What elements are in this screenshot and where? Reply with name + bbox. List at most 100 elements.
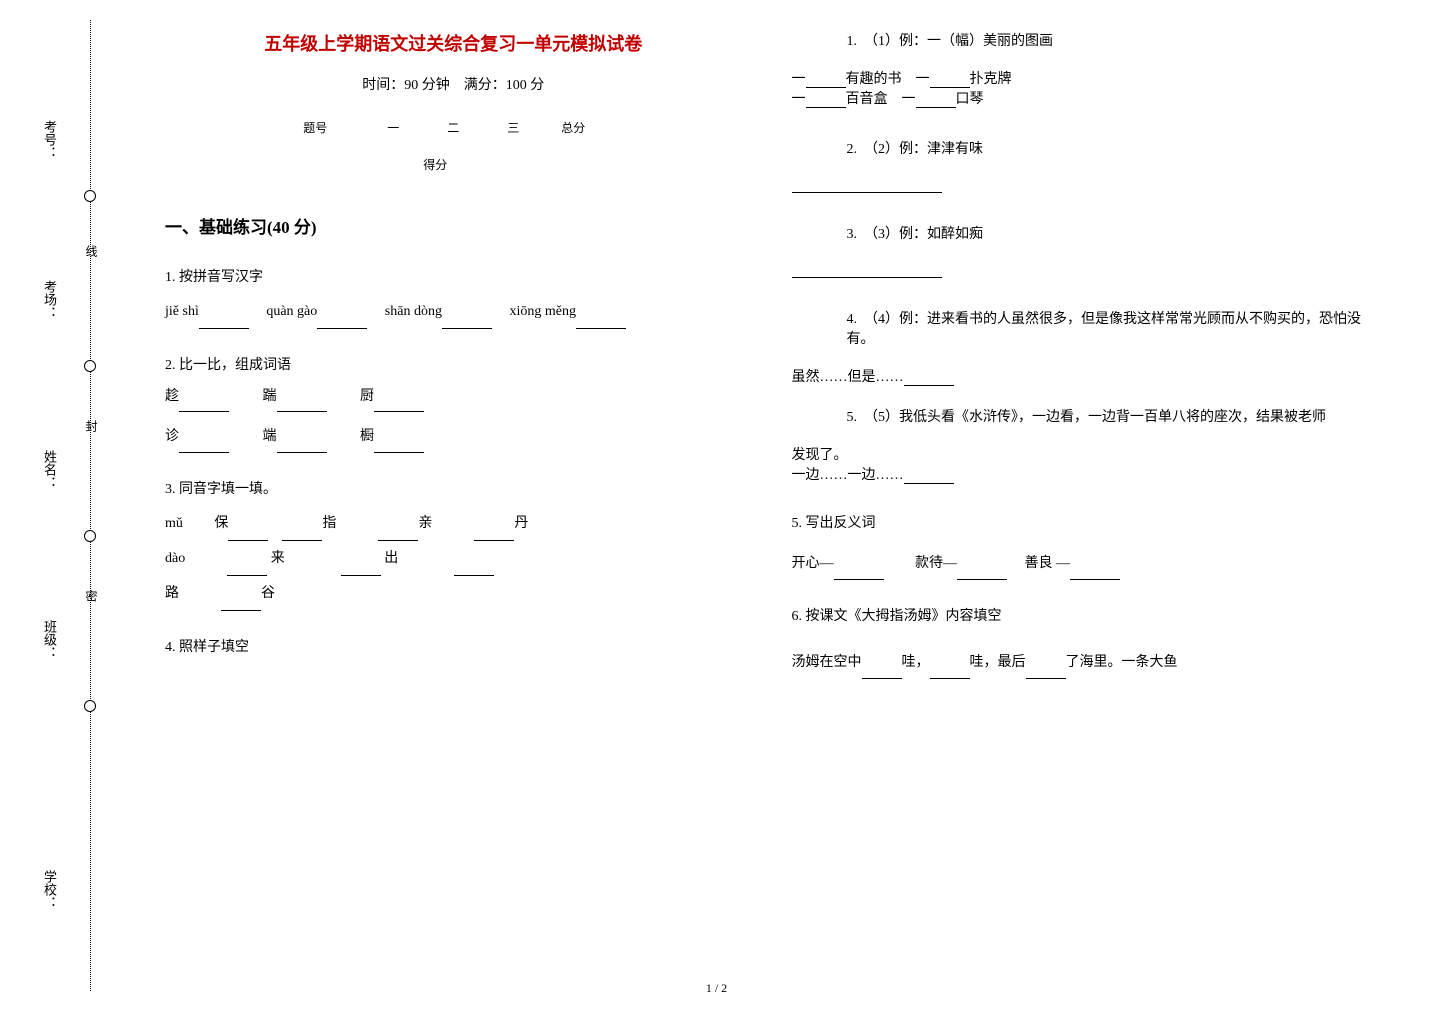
binding-circle bbox=[84, 530, 96, 542]
char: 诊 bbox=[165, 429, 179, 444]
pinyin: quàn gào bbox=[266, 304, 317, 319]
blank bbox=[792, 176, 942, 193]
question-6: 6. 按课文《大拇指汤姆》内容填空 汤姆在空中哇，哇，最后了海里。一条大鱼 bbox=[792, 602, 1369, 679]
blank bbox=[834, 563, 884, 580]
sub-label: 3. （3）例：如醉如痴 bbox=[847, 223, 1369, 243]
q4-sub2-blank bbox=[792, 176, 1369, 193]
text: 扑克牌 bbox=[970, 72, 1012, 87]
blank bbox=[179, 436, 229, 453]
antonym-item: 善良 — bbox=[1025, 556, 1071, 571]
pinyin: dào bbox=[165, 551, 185, 566]
blank bbox=[282, 524, 322, 541]
blank bbox=[576, 312, 626, 329]
sub-label: 2. （2）例：津津有味 bbox=[847, 138, 1369, 158]
text: 口琴 bbox=[956, 92, 984, 107]
question-2: 2. 比一比，组成词语 趁 踹 厨 诊 端 橱 bbox=[165, 351, 742, 453]
binding-label-name: 姓名： bbox=[40, 450, 59, 489]
question-3: 3. 同音字填一填。 mǔ 保 指 亲 丹 dào 来 出 路 谷 bbox=[165, 475, 742, 611]
binding-label-examno: 考号： bbox=[40, 120, 59, 159]
blank bbox=[442, 312, 492, 329]
seal-text-line: 线 bbox=[83, 245, 100, 265]
q4-sub4: 4. （4）例：进来看书的人虽然很多，但是像我这样常常光顾而从不购买的，恐怕没有… bbox=[792, 308, 1369, 348]
score-col: 二 bbox=[423, 119, 483, 136]
q-label: 4. 照样子填空 bbox=[165, 633, 742, 664]
pinyin: mǔ bbox=[165, 516, 183, 531]
text: 百音盒 一 bbox=[846, 92, 916, 107]
binding-circle bbox=[84, 190, 96, 202]
pattern: 一边……一边…… bbox=[792, 468, 904, 483]
blank bbox=[277, 396, 327, 413]
sub-label: 4. （4）例：进来看书的人虽然很多，但是像我这样常常光顾而从不购买的，恐怕没有… bbox=[847, 308, 1369, 348]
binding-circle bbox=[84, 360, 96, 372]
blank bbox=[179, 396, 229, 413]
binding-label-school: 学校： bbox=[40, 870, 59, 909]
question-5: 5. 写出反义词 开心— 款待— 善良 — bbox=[792, 509, 1369, 581]
binding-column: 考号： 线 考场： 封 姓名： 密 班级： 学校： bbox=[0, 0, 120, 1011]
binding-circle bbox=[84, 700, 96, 712]
text: 有趣的书 一 bbox=[846, 72, 930, 87]
q-label: 3. 同音字填一填。 bbox=[165, 475, 742, 506]
binding-label-room: 考场： bbox=[40, 280, 59, 319]
q4-sub2: 2. （2）例：津津有味 bbox=[792, 138, 1369, 158]
pinyin: xiōng měng bbox=[509, 304, 576, 319]
question-4-label: 4. 照样子填空 bbox=[165, 633, 742, 664]
antonym-item: 款待— bbox=[915, 556, 957, 571]
blank bbox=[930, 71, 970, 88]
score-row-label: 得分 bbox=[423, 156, 483, 173]
pinyin: jiě shì bbox=[165, 304, 199, 319]
text: 哇， bbox=[902, 655, 930, 670]
q4-sub3-blank bbox=[792, 261, 1369, 278]
q4-sub5-tail: 发现了。 一边……一边…… bbox=[792, 444, 1369, 484]
blank bbox=[1070, 563, 1120, 580]
binding-label-class: 班级： bbox=[40, 620, 59, 659]
page-number: 1 / 2 bbox=[706, 981, 727, 996]
text: 发现了。 bbox=[792, 448, 848, 463]
blank bbox=[227, 559, 267, 576]
antonym-item: 开心— bbox=[792, 556, 834, 571]
blank bbox=[341, 559, 381, 576]
score-col: 三 bbox=[483, 119, 543, 136]
char: 趁 bbox=[165, 389, 179, 404]
q-label: 1. 按拼音写汉字 bbox=[165, 263, 742, 294]
score-row-label: 题号 bbox=[303, 119, 363, 136]
score-col: 总分 bbox=[543, 119, 603, 136]
blank bbox=[199, 312, 249, 329]
blank bbox=[904, 467, 954, 484]
blank bbox=[862, 662, 902, 679]
q-label: 5. 写出反义词 bbox=[792, 509, 1369, 540]
blank bbox=[221, 594, 261, 611]
blank bbox=[916, 91, 956, 108]
blank bbox=[806, 91, 846, 108]
q-label: 2. 比一比，组成词语 bbox=[165, 351, 742, 382]
blank bbox=[904, 369, 954, 386]
seal-text-seal: 封 bbox=[83, 420, 100, 440]
blank bbox=[228, 524, 268, 541]
dotted-line bbox=[90, 20, 91, 991]
blank bbox=[374, 396, 424, 413]
exam-title: 五年级上学期语文过关综合复习一单元模拟试卷 bbox=[165, 30, 742, 56]
blank bbox=[957, 563, 1007, 580]
text: 一 bbox=[792, 92, 806, 107]
question-1: 1. 按拼音写汉字 jiě shì quàn gào shān dòng xiō… bbox=[165, 263, 742, 329]
char: 丹 bbox=[514, 516, 528, 531]
char: 来 bbox=[271, 551, 285, 566]
blank bbox=[474, 524, 514, 541]
q-label: 6. 按课文《大拇指汤姆》内容填空 bbox=[792, 602, 1369, 633]
char: 指 bbox=[322, 516, 336, 531]
blank bbox=[806, 71, 846, 88]
q4-sub1: 1. （1）例：一（幅）美丽的图画 bbox=[792, 30, 1369, 50]
pattern: 虽然……但是…… bbox=[792, 370, 904, 385]
text: 一 bbox=[792, 72, 806, 87]
q4-sub4-pattern: 虽然……但是…… bbox=[792, 366, 1369, 386]
char: 出 bbox=[384, 551, 398, 566]
blank bbox=[317, 312, 367, 329]
char: 保 bbox=[214, 516, 228, 531]
char: 路 bbox=[165, 586, 179, 601]
char: 踹 bbox=[263, 389, 277, 404]
text: 了海里。一条大鱼 bbox=[1066, 655, 1178, 670]
sub-label: 5. （5）我低头看《水浒传》，一边看，一边背一百单八将的座次，结果被老师 bbox=[847, 406, 1369, 426]
exam-subtitle: 时间：90 分钟 满分：100 分 bbox=[165, 74, 742, 94]
blank bbox=[792, 261, 942, 278]
score-table: 题号 一 二 三 总分 得分 bbox=[165, 119, 742, 173]
char: 亲 bbox=[418, 516, 432, 531]
